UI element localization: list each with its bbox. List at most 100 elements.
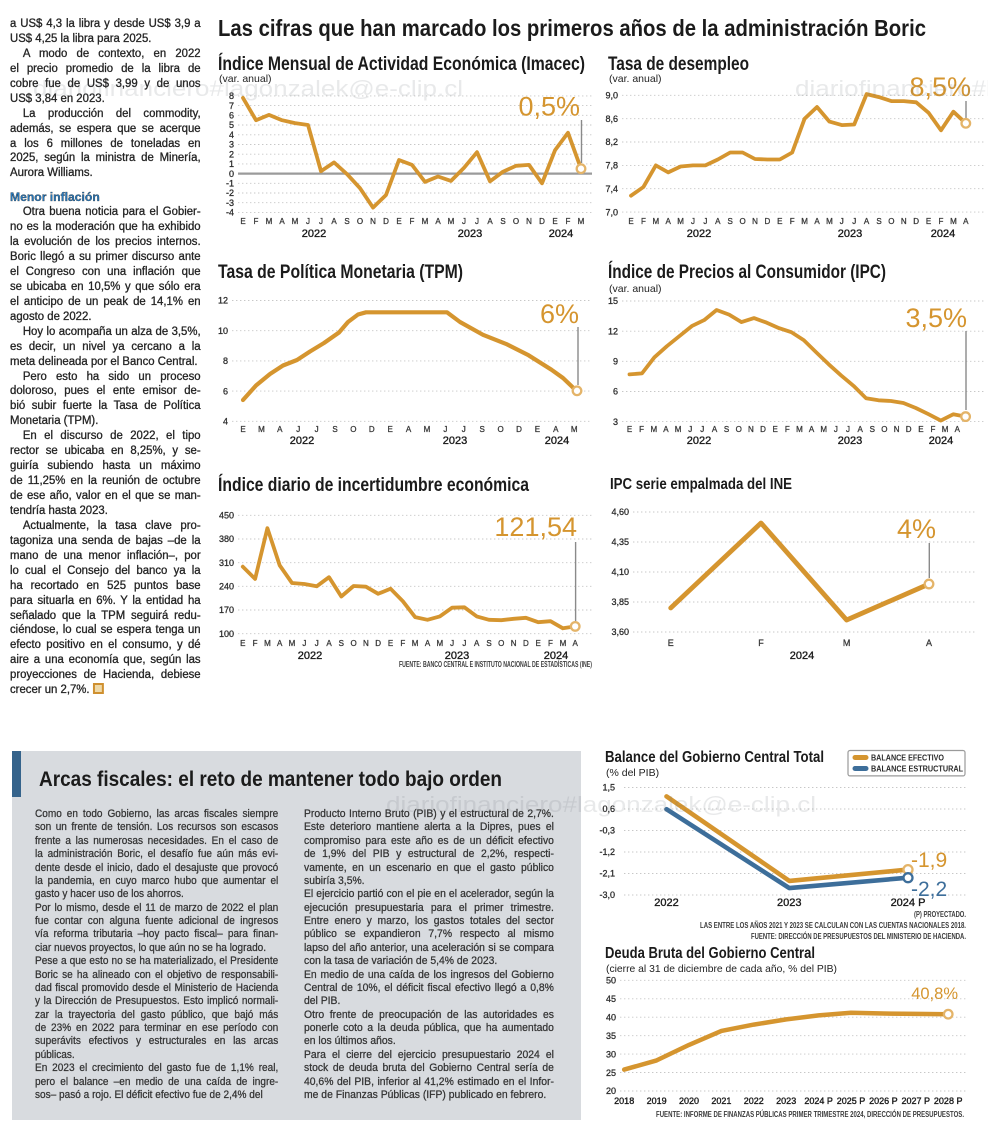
svg-text:3,85: 3,85	[611, 597, 629, 607]
svg-text:N: N	[363, 639, 369, 648]
svg-text:8,2: 8,2	[605, 137, 618, 147]
svg-text:F: F	[939, 217, 944, 226]
svg-text:A: A	[926, 638, 932, 648]
svg-text:M: M	[266, 217, 273, 226]
svg-text:A: A	[553, 425, 559, 434]
svg-text:E: E	[536, 639, 541, 648]
svg-text:7,0: 7,0	[605, 207, 618, 217]
svg-text:M: M	[942, 425, 949, 434]
svg-text:F: F	[931, 425, 936, 434]
svg-text:J: J	[834, 425, 838, 434]
svg-text:Las cifras que han marcado los: Las cifras que han marcado los primeros …	[218, 15, 926, 41]
svg-text:450: 450	[219, 511, 234, 521]
svg-text:A: A	[809, 425, 815, 434]
svg-text:A: A	[277, 639, 283, 648]
svg-text:45: 45	[606, 994, 616, 1004]
svg-text:-1: -1	[226, 179, 234, 189]
svg-text:J: J	[315, 425, 319, 434]
svg-text:FUENTE: INFORME DE FINANZAS PÚ: FUENTE: INFORME DE FINANZAS PÚBLICAS PRI…	[656, 1110, 964, 1119]
svg-text:S: S	[724, 425, 729, 434]
svg-text:25: 25	[606, 1068, 616, 1078]
svg-text:S: S	[486, 639, 491, 648]
svg-text:F: F	[639, 425, 644, 434]
svg-text:4: 4	[229, 130, 234, 140]
svg-text:5: 5	[229, 120, 234, 130]
svg-text:M: M	[412, 639, 419, 648]
svg-text:S: S	[339, 639, 344, 648]
svg-text:3: 3	[229, 140, 234, 150]
svg-text:A: A	[955, 425, 961, 434]
svg-text:Balance del Gobierno Central T: Balance del Gobierno Central Total	[605, 749, 824, 766]
svg-text:A: A	[425, 639, 431, 648]
svg-text:-3,0: -3,0	[599, 890, 615, 900]
svg-text:diariofinanciero#lagonzalek@e-: diariofinanciero#lagonzalek@e-clip.cl	[386, 792, 816, 817]
svg-text:N: N	[748, 425, 754, 434]
svg-text:D: D	[760, 425, 766, 434]
svg-text:N: N	[901, 217, 907, 226]
svg-text:380: 380	[219, 534, 234, 544]
svg-text:10: 10	[218, 326, 228, 336]
svg-text:-3: -3	[226, 198, 234, 208]
svg-text:O: O	[736, 425, 742, 434]
svg-text:(P) PROYECTADO.: (P) PROYECTADO.	[914, 910, 966, 919]
svg-text:N: N	[894, 425, 900, 434]
svg-text:2024: 2024	[931, 228, 955, 240]
svg-text:2028 P: 2028 P	[934, 1096, 963, 1106]
svg-text:M: M	[950, 217, 957, 226]
svg-text:2023: 2023	[777, 897, 801, 909]
svg-text:(var. anual): (var. anual)	[609, 73, 662, 85]
svg-text:4: 4	[223, 417, 228, 427]
svg-text:J: J	[840, 217, 844, 226]
svg-text:4,60: 4,60	[611, 507, 629, 517]
svg-text:2024: 2024	[790, 650, 814, 662]
svg-text:3,60: 3,60	[611, 627, 629, 637]
svg-text:J: J	[450, 639, 454, 648]
svg-text:9,0: 9,0	[605, 91, 618, 101]
svg-text:J: J	[306, 217, 310, 226]
svg-text:A: A	[715, 217, 721, 226]
svg-text:LAS ENTRE LOS AÑOS 2021 Y 2023: LAS ENTRE LOS AÑOS 2021 Y 2023 SE CALCUL…	[700, 921, 966, 930]
svg-text:170: 170	[219, 605, 234, 615]
svg-text:2022: 2022	[687, 228, 711, 240]
svg-text:A: A	[858, 425, 864, 434]
svg-text:A: A	[435, 217, 441, 226]
svg-text:Arcas fiscales: el reto de man: Arcas fiscales: el reto de mantener todo…	[39, 768, 502, 791]
svg-text:8: 8	[229, 91, 234, 101]
svg-text:J: J	[443, 425, 447, 434]
svg-text:M: M	[289, 639, 296, 648]
svg-text:6%: 6%	[540, 299, 579, 329]
svg-text:(var. anual): (var. anual)	[609, 283, 662, 295]
svg-text:F: F	[548, 639, 553, 648]
svg-text:121,54: 121,54	[494, 512, 577, 542]
svg-text:E: E	[668, 638, 674, 648]
svg-text:12: 12	[608, 326, 618, 336]
svg-text:-2: -2	[226, 188, 234, 198]
svg-text:M: M	[796, 425, 803, 434]
svg-text:E: E	[535, 425, 540, 434]
svg-text:2024 P: 2024 P	[804, 1096, 833, 1106]
svg-text:M: M	[820, 425, 827, 434]
svg-text:S: S	[500, 217, 505, 226]
svg-text:4,35: 4,35	[611, 537, 629, 547]
svg-text:0,6: 0,6	[602, 804, 615, 814]
svg-text:IPC serie empalmada del INE: IPC serie empalmada del INE	[610, 476, 792, 493]
svg-text:6: 6	[223, 386, 228, 396]
svg-text:50: 50	[606, 976, 616, 986]
svg-text:J: J	[296, 425, 300, 434]
svg-text:N: N	[511, 639, 517, 648]
svg-text:E: E	[240, 639, 245, 648]
svg-text:Tasa de desempleo: Tasa de desempleo	[608, 54, 749, 75]
svg-text:A: A	[487, 217, 493, 226]
svg-text:O: O	[881, 425, 887, 434]
svg-text:A: A	[277, 425, 283, 434]
svg-text:M: M	[422, 217, 429, 226]
svg-text:Índice Mensual de Actividad Ec: Índice Mensual de Actividad Económica (I…	[218, 53, 585, 75]
svg-text:J: J	[703, 217, 707, 226]
svg-text:S: S	[876, 217, 881, 226]
svg-text:A: A	[663, 425, 669, 434]
svg-text:J: J	[846, 425, 850, 434]
svg-text:-2,2: -2,2	[911, 878, 947, 901]
svg-text:7,4: 7,4	[605, 184, 618, 194]
svg-text:S: S	[870, 425, 875, 434]
svg-text:8,6: 8,6	[605, 114, 618, 124]
